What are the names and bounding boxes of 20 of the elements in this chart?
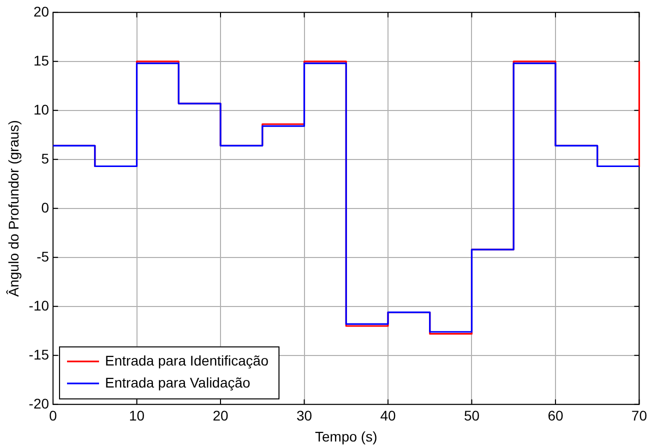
x-tick-label: 70 xyxy=(631,408,648,424)
x-tick-label: 50 xyxy=(464,408,480,424)
y-tick-label: -10 xyxy=(28,297,50,314)
y-axis-title: Ângulo do Profundor (graus) xyxy=(5,120,22,297)
y-tick-label: 5 xyxy=(41,150,50,166)
y-tick-label: -15 xyxy=(28,346,50,362)
x-tick-label: 60 xyxy=(548,408,564,424)
legend-label: Entrada para Validação xyxy=(105,374,251,390)
y-tick-label: -5 xyxy=(36,248,50,264)
y-tick-label: 20 xyxy=(33,3,50,20)
y-tick-label: 10 xyxy=(33,101,50,118)
x-tick-label: 10 xyxy=(128,408,145,424)
x-axis-title: Tempo (s) xyxy=(315,428,378,444)
x-tick-label: 20 xyxy=(212,408,229,424)
y-tick-label: 0 xyxy=(41,199,50,216)
x-tick-label: 30 xyxy=(296,408,312,424)
y-tick-label: -20 xyxy=(28,395,50,412)
x-tick-label: 40 xyxy=(380,408,396,424)
legend-label: Entrada para Identificação xyxy=(105,352,269,368)
y-tick-label: 15 xyxy=(33,52,50,68)
